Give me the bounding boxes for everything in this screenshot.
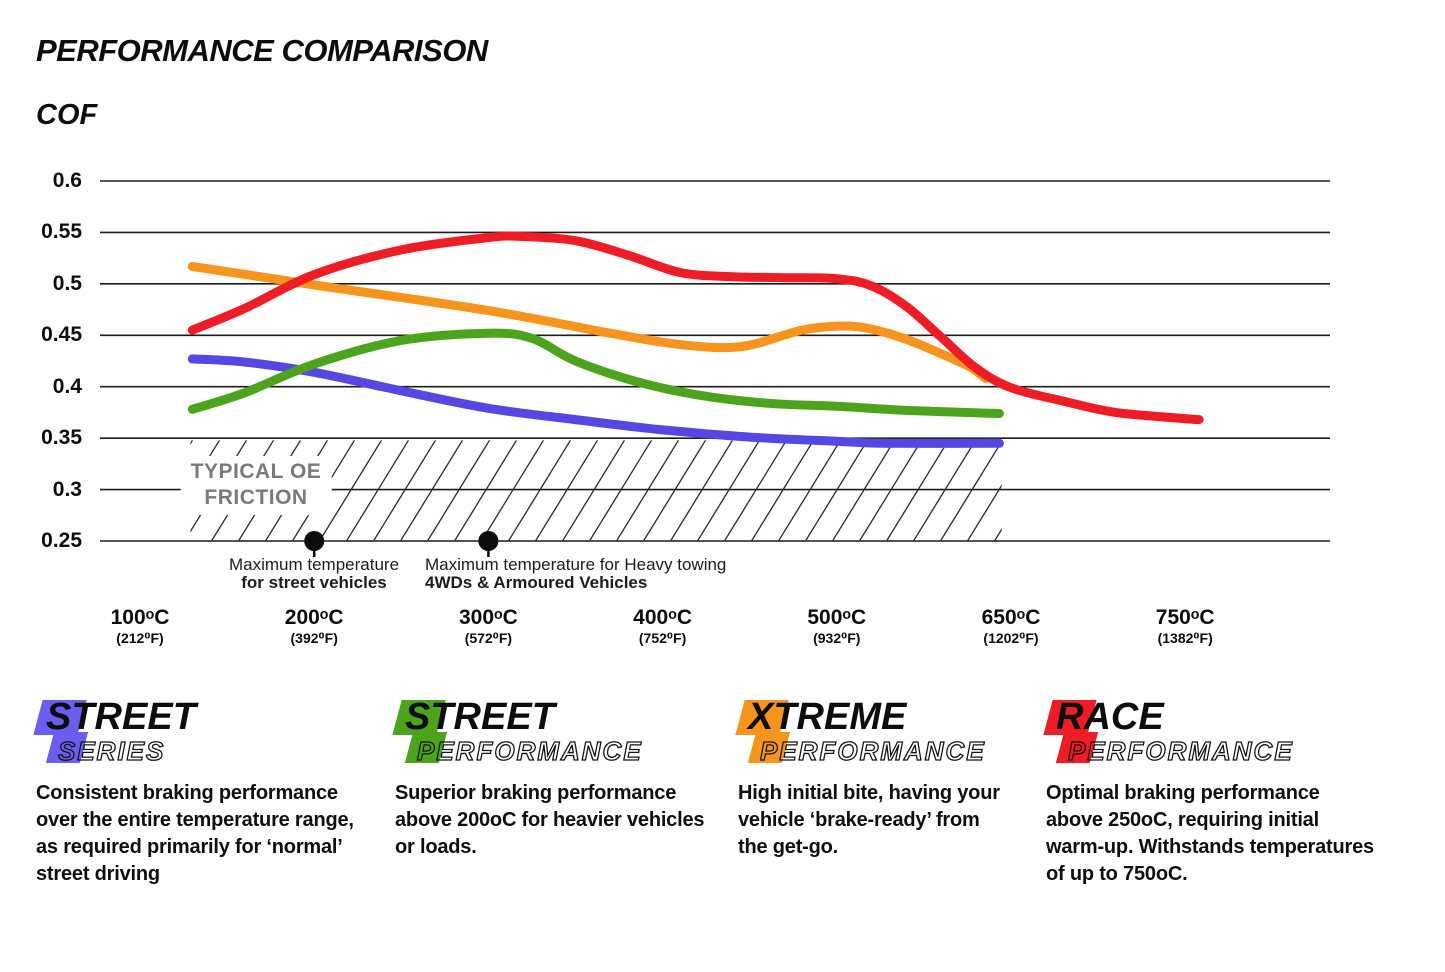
x-tick-label: 750ᵒC (1382⁰F) (1156, 607, 1215, 647)
annotation-line: Maximum temperature for Heavy towing (425, 555, 727, 574)
page-title: PERFORMANCE COMPARISON (36, 33, 488, 68)
logo-word: STREET (46, 696, 196, 738)
annotation-line: Maximum temperature (228, 555, 400, 574)
logo-street-performance: STREET PERFORMANCE (392, 696, 720, 774)
series-line-race-performance (187, 231, 1204, 425)
x-tick-celsius: 100ᵒC (110, 606, 170, 629)
y-tick-label: 0.45 (41, 323, 82, 347)
logo-word: XTREME (748, 696, 907, 738)
y-tick-label: 0.4 (52, 374, 82, 398)
x-tick-label: 650ᵒC (1202⁰F) (982, 607, 1041, 647)
x-tick-label: 300ᵒC (572⁰F) (459, 607, 518, 647)
y-tick-label: 0.3 (52, 477, 82, 501)
x-tick-fahrenheit: (212⁰F) (116, 630, 164, 646)
x-tick-label: 100ᵒC (212⁰F) (111, 607, 170, 647)
x-tick-fahrenheit: (752⁰F) (638, 630, 687, 646)
y-axis-title: COF (36, 99, 98, 131)
y-tick-label: 0.6 (52, 169, 82, 192)
legend-street-series: STREET SERIES Consistent braking performan… (33, 696, 372, 885)
y-tick-label: 0.55 (41, 220, 82, 244)
x-tick-fahrenheit: (1202⁰F) (983, 630, 1039, 646)
x-tick-label: 200ᵒC (392⁰F) (285, 607, 344, 647)
max-temp-marker-dot (478, 531, 499, 551)
x-tick-celsius: 750ᵒC (1155, 606, 1215, 629)
logo-word: RACE (1056, 696, 1164, 738)
logo-street-series: STREET SERIES (33, 696, 372, 774)
legend-description: Superior braking performance above 200oC… (395, 782, 705, 858)
x-tick-celsius: 500ᵒC (807, 606, 867, 629)
x-tick-celsius: 400ᵒC (633, 606, 693, 629)
y-tick-label: 0.5 (52, 271, 82, 295)
x-tick-label: 500ᵒC (932⁰F) (807, 607, 866, 647)
logo-sub-word: PERFORMANCE (416, 736, 643, 766)
y-tick-label: 0.25 (41, 529, 82, 552)
oe-label-line1: TYPICAL OE (190, 460, 322, 483)
legend-description: High initial bite, having your vehicle ‘… (738, 782, 1000, 858)
series-line-street-series (187, 354, 1004, 448)
x-tick-celsius: 200ᵒC (284, 606, 344, 629)
max-temp-marker-dot (304, 531, 325, 551)
legend-description: Consistent braking performance over the … (36, 782, 354, 885)
series-line-street-performance (187, 328, 1004, 418)
logo-sub-word: PERFORMANCE (1067, 736, 1294, 766)
cof-vs-temperature-chart: 0.6 0.55 0.5 0.45 0.4 0.35 0.3 0.25 100ᵒC (212⁰F… (41, 169, 1330, 647)
typical-oe-friction-band (190, 440, 1002, 542)
legend-street-performance: STREET PERFORMANCE Superior braking perfor… (392, 696, 720, 858)
chart-canvas (100, 180, 1330, 557)
logo-sub-word: SERIES (57, 736, 166, 766)
annotation-line-bold: 4WDs & Armoured Vehicles (425, 573, 648, 592)
legend-xtreme-performance: XTREME PERFORMANCE High initial bite, havi… (735, 696, 1012, 858)
typical-oe-friction-label: TYPICAL OE FRICTION (180, 456, 332, 515)
logo-xtreme-performance: XTREME PERFORMANCE (735, 696, 1012, 774)
x-tick-fahrenheit: (1382⁰F) (1157, 630, 1213, 646)
legend-description: Optimal braking performance above 250oC,… (1046, 782, 1374, 885)
logo-race-performance: RACE PERFORMANCE (1043, 696, 1376, 774)
series-line-xtreme-performance (187, 261, 990, 383)
oe-label-line2: FRICTION (204, 486, 308, 510)
x-tick-fahrenheit: (572⁰F) (464, 630, 513, 646)
legend-race-performance: RACE PERFORMANCE Optimal braking performan… (1043, 696, 1376, 885)
x-tick-fahrenheit: (932⁰F) (813, 630, 861, 646)
y-tick-label: 0.35 (41, 426, 82, 450)
x-tick-celsius: 300ᵒC (458, 606, 518, 629)
x-tick-fahrenheit: (392⁰F) (290, 630, 338, 646)
max-temp-street-annotation: Maximum temperature for street vehicles (229, 556, 399, 592)
max-temp-towing-annotation: Maximum temperature for Heavy towing 4WD… (425, 556, 726, 592)
logo-word: STREET (405, 696, 555, 738)
x-tick-label: 400ᵒC (752⁰F) (633, 607, 692, 647)
x-tick-celsius: 650ᵒC (981, 606, 1041, 629)
annotation-line-bold: for street vehicles (241, 573, 387, 592)
logo-sub-word: PERFORMANCE (759, 736, 986, 766)
